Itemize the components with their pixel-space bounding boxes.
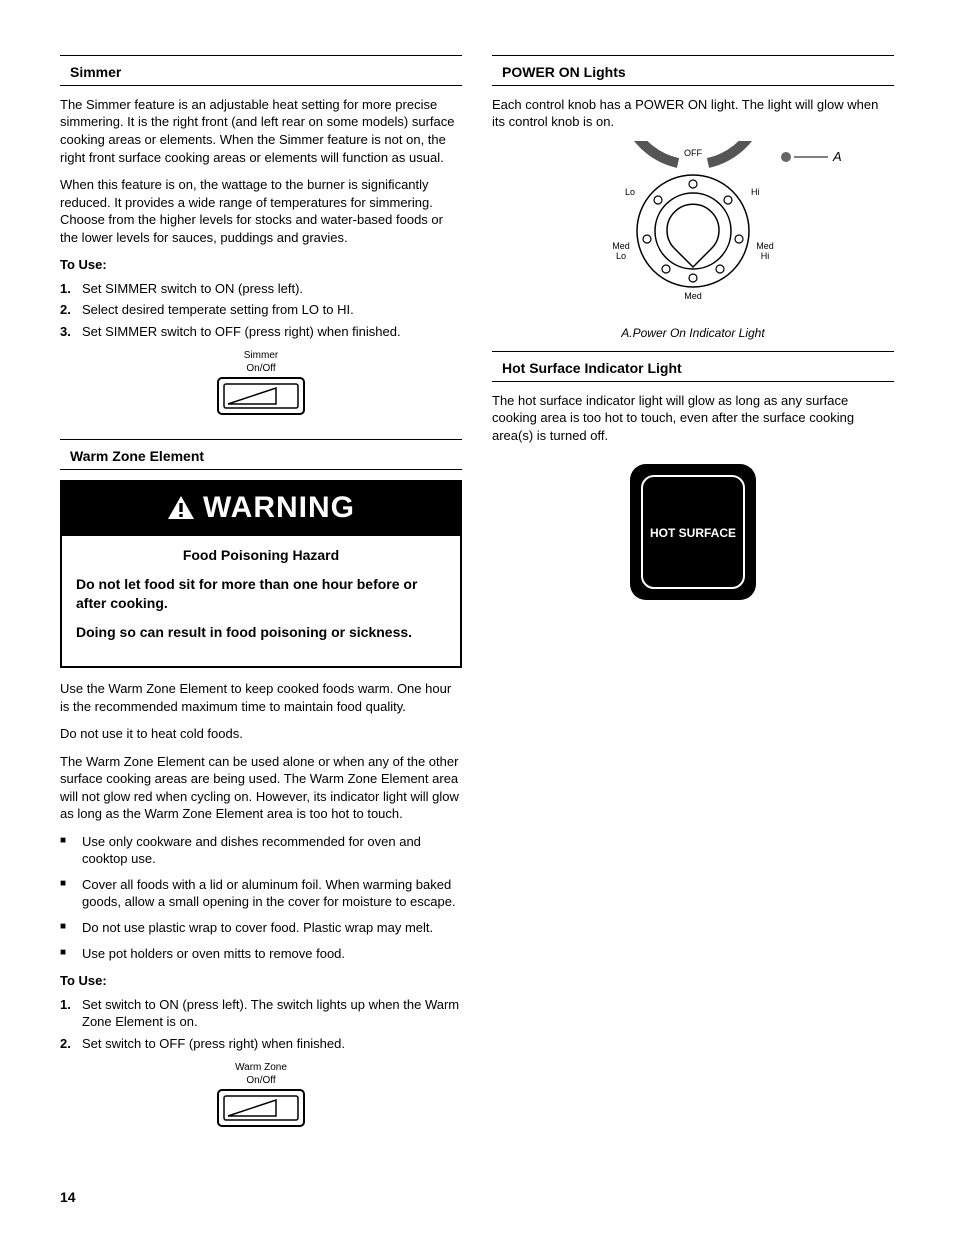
warning-word: WARNING (203, 488, 355, 529)
svg-text:Hi: Hi (761, 251, 770, 261)
warning-hazard: Food Poisoning Hazard (76, 546, 446, 565)
warmzone-heading: Warm Zone Element (60, 444, 462, 470)
svg-text:OFF: OFF (684, 148, 702, 158)
bullet-text: Do not use plastic wrap to cover food. P… (82, 919, 433, 937)
page-number: 14 (60, 1188, 76, 1207)
bullet-text: Use only cookware and dishes recommended… (82, 833, 462, 868)
svg-text:Med: Med (684, 291, 702, 301)
bullet-text: Use pot holders or oven mitts to remove … (82, 945, 345, 963)
step-text: Set switch to OFF (press right) when fin… (82, 1035, 345, 1053)
hotsurface-para-1: The hot surface indicator light will glo… (492, 392, 894, 445)
svg-text:Med: Med (612, 241, 630, 251)
step-number: 1. (60, 996, 82, 1031)
list-item: ■Use only cookware and dishes recommende… (60, 833, 462, 868)
simmer-para-1: The Simmer feature is an adjustable heat… (60, 96, 462, 166)
simmer-para-2: When this feature is on, the wattage to … (60, 176, 462, 246)
warning-line-2: Doing so can result in food poisoning or… (76, 623, 446, 642)
step-number: 2. (60, 1035, 82, 1053)
hot-surface-figure: HOT SURFACE (492, 462, 894, 607)
poweron-heading: POWER ON Lights (492, 60, 894, 86)
step-number: 1. (60, 280, 82, 298)
warning-banner: WARNING (62, 482, 460, 537)
list-item: 1.Set switch to ON (press left). The swi… (60, 996, 462, 1031)
rule (60, 439, 462, 440)
square-bullet-icon: ■ (60, 945, 82, 963)
list-item: ■Use pot holders or oven mitts to remove… (60, 945, 462, 963)
rule (492, 351, 894, 352)
step-number: 3. (60, 323, 82, 341)
switch-label-line1: Simmer (60, 350, 462, 361)
warmzone-bullets: ■Use only cookware and dishes recommende… (60, 833, 462, 962)
warmzone-para-3: The Warm Zone Element can be used alone … (60, 753, 462, 823)
list-item: ■Cover all foods with a lid or aluminum … (60, 876, 462, 911)
warmzone-switch-figure: Warm Zone On/Off (60, 1062, 462, 1133)
svg-text:Hi: Hi (751, 187, 760, 197)
hot-surface-indicator-icon: HOT SURFACE (628, 462, 758, 602)
simmer-switch-figure: Simmer On/Off (60, 350, 462, 421)
dial-caption: A.Power On Indicator Light (492, 325, 894, 341)
square-bullet-icon: ■ (60, 876, 82, 911)
callout-letter: A (832, 149, 842, 164)
rule (492, 55, 894, 56)
svg-text:Med: Med (756, 241, 774, 251)
control-knob-icon: A (528, 141, 858, 316)
rocker-switch-icon (216, 376, 306, 416)
list-item: 3.Set SIMMER switch to OFF (press right)… (60, 323, 462, 341)
warning-body: Food Poisoning Hazard Do not let food si… (62, 536, 460, 666)
square-bullet-icon: ■ (60, 833, 82, 868)
warning-triangle-icon (167, 495, 195, 521)
warning-line-1: Do not let food sit for more than one ho… (76, 575, 446, 613)
warmzone-para-1: Use the Warm Zone Element to keep cooked… (60, 680, 462, 715)
right-column: POWER ON Lights Each control knob has a … (492, 55, 894, 1151)
square-bullet-icon: ■ (60, 919, 82, 937)
switch-label-line1: Warm Zone (60, 1062, 462, 1073)
switch-label-line2: On/Off (60, 1075, 462, 1086)
svg-text:Lo: Lo (625, 187, 635, 197)
simmer-heading: Simmer (60, 60, 462, 86)
warmzone-para-2: Do not use it to heat cold foods. (60, 725, 462, 743)
warning-box: WARNING Food Poisoning Hazard Do not let… (60, 480, 462, 668)
left-column: Simmer The Simmer feature is an adjustab… (60, 55, 462, 1151)
hot-surface-text: HOT SURFACE (650, 526, 736, 540)
hotsurface-heading: Hot Surface Indicator Light (492, 356, 894, 382)
list-item: 1.Set SIMMER switch to ON (press left). (60, 280, 462, 298)
warmzone-to-use-label: To Use: (60, 972, 462, 990)
switch-label-line2: On/Off (60, 363, 462, 374)
page-columns: Simmer The Simmer feature is an adjustab… (60, 55, 894, 1151)
list-item: ■Do not use plastic wrap to cover food. … (60, 919, 462, 937)
poweron-para-1: Each control knob has a POWER ON light. … (492, 96, 894, 131)
list-item: 2.Select desired temperate setting from … (60, 301, 462, 319)
rocker-switch-icon (216, 1088, 306, 1128)
step-text: Set SIMMER switch to ON (press left). (82, 280, 303, 298)
step-text: Set switch to ON (press left). The switc… (82, 996, 462, 1031)
rule (60, 55, 462, 56)
dial-figure: A (492, 141, 894, 341)
svg-text:Lo: Lo (616, 251, 626, 261)
step-text: Set SIMMER switch to OFF (press right) w… (82, 323, 401, 341)
simmer-steps: 1.Set SIMMER switch to ON (press left). … (60, 280, 462, 341)
warmzone-steps: 1.Set switch to ON (press left). The swi… (60, 996, 462, 1053)
step-number: 2. (60, 301, 82, 319)
step-text: Select desired temperate setting from LO… (82, 301, 354, 319)
simmer-to-use-label: To Use: (60, 256, 462, 274)
bullet-text: Cover all foods with a lid or aluminum f… (82, 876, 462, 911)
list-item: 2.Set switch to OFF (press right) when f… (60, 1035, 462, 1053)
